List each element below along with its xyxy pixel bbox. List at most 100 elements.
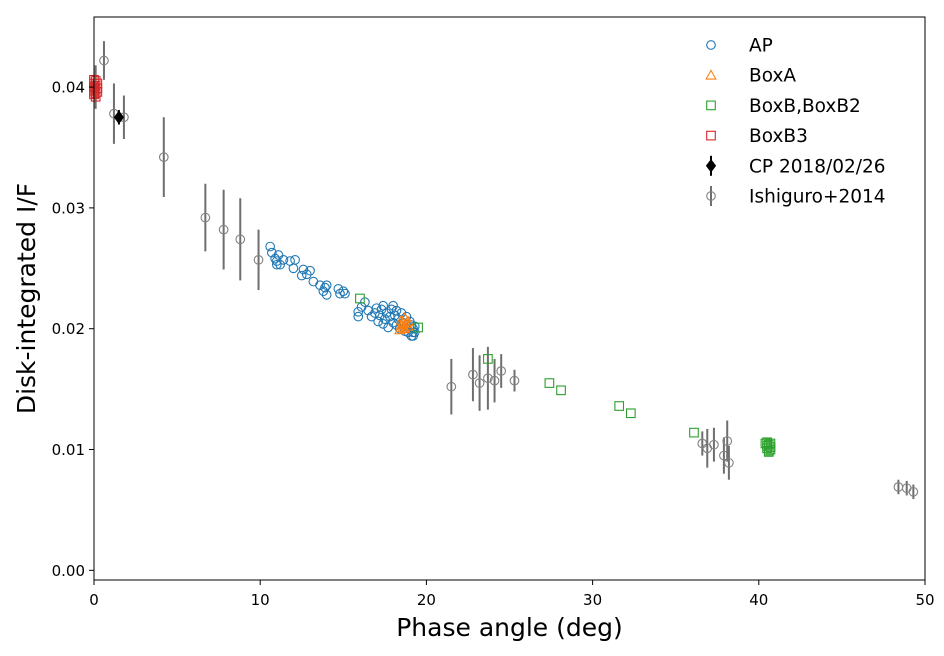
plot-frame [93, 16, 926, 581]
legend-marker [706, 130, 716, 141]
data-point [709, 439, 719, 450]
series-boxb-boxb2 [355, 293, 776, 457]
data-point [353, 306, 364, 317]
data-point [271, 259, 282, 270]
data-point [253, 254, 264, 265]
legend-entry-ishiguro-2014: Ishiguro+2014 [706, 186, 886, 208]
legend-entry-boxb3: BoxB3 [706, 126, 808, 147]
series-boxb3 [89, 74, 103, 102]
legend-marker [706, 40, 716, 50]
data-point [373, 316, 384, 327]
data-point [296, 270, 307, 281]
legend-entry-ap: AP [706, 36, 773, 57]
legend-entry-boxa: BoxA [705, 66, 796, 87]
data-point [278, 254, 289, 265]
data-point [273, 250, 284, 260]
data-point [724, 457, 734, 468]
data-point [402, 315, 414, 326]
legend-label: BoxB,BoxB2 [749, 96, 861, 117]
data-point [333, 283, 344, 294]
legend-marker [706, 100, 716, 111]
data-point [271, 256, 282, 266]
legend-marker [705, 69, 717, 80]
x-tick-label: 10 [251, 591, 270, 609]
data-point [908, 486, 919, 497]
y-tick-label: 0.00 [52, 562, 85, 580]
data-point [315, 280, 325, 291]
data-point [614, 401, 625, 411]
legend-entry-cp-2018-02-26: CP 2018/02/26 [705, 155, 886, 177]
data-point [338, 286, 349, 297]
data-point [765, 438, 776, 449]
data-point [378, 319, 389, 329]
series-boxa [394, 311, 414, 335]
data-point [301, 269, 312, 280]
data-point [360, 297, 370, 307]
data-point [765, 444, 776, 455]
data-point [340, 288, 350, 299]
data-point [389, 310, 400, 321]
legend-label: BoxA [749, 66, 796, 87]
data-point [375, 310, 385, 321]
data-point [468, 369, 478, 380]
data-point [474, 378, 485, 388]
data-point [446, 381, 457, 392]
data-point [92, 87, 103, 97]
data-point [355, 293, 365, 304]
legend-label: CP 2018/02/26 [749, 156, 886, 177]
data-point [483, 373, 493, 384]
data-point [321, 290, 332, 300]
data-point [380, 314, 390, 324]
data-point [113, 110, 125, 125]
data-point [413, 322, 423, 333]
data-point [298, 264, 309, 275]
legend-label: BoxB3 [749, 126, 808, 147]
x-axis-label: Phase angle (deg) [396, 613, 623, 642]
data-point [320, 282, 330, 293]
data-point [544, 378, 555, 388]
legend: AP BoxA BoxB,BoxB2 BoxB3 CP 2018/02/26 Ishigu… [705, 36, 886, 208]
data-point [353, 311, 364, 322]
series-cp-2018-02-26 [113, 110, 125, 125]
data-point [321, 280, 332, 291]
y-axis-label: Disk-integrated I/F [12, 183, 41, 414]
data-point [689, 427, 699, 438]
x-tick-label: 50 [915, 591, 934, 609]
data-point [265, 241, 276, 252]
data-point [158, 152, 169, 162]
x-tick-label: 40 [749, 591, 768, 609]
data-point [489, 375, 500, 386]
data-point [218, 224, 229, 235]
series-ishiguro-2014 [90, 41, 919, 500]
data-point [509, 375, 520, 386]
legend-marker [706, 191, 716, 201]
legend-label: Ishiguro+2014 [749, 187, 886, 208]
data-point [99, 55, 109, 66]
data-point [496, 366, 507, 376]
data-point [335, 288, 345, 299]
axes-layer: 0 10 20 30 40 50 0.00 0.01 0.02 0.03 0.04 Phase ang… [12, 16, 935, 642]
data-point [483, 354, 493, 364]
data-point [305, 265, 315, 276]
legend-marker [705, 158, 717, 173]
data-point [722, 436, 733, 446]
data-point [235, 234, 246, 245]
data-point [762, 437, 772, 448]
x-tick-label: 0 [89, 591, 99, 609]
marks-layer [89, 41, 919, 500]
y-tick-label: 0.02 [52, 320, 85, 338]
data-point [266, 247, 277, 258]
data-point [396, 308, 407, 318]
data-point [625, 408, 636, 419]
legend-entry-boxb-boxb2: BoxB,BoxB2 [706, 96, 861, 117]
y-tick-label: 0.04 [52, 79, 85, 97]
data-point [290, 254, 300, 265]
y-tick-label: 0.03 [52, 199, 85, 217]
x-tick-label: 30 [583, 591, 602, 609]
legend-label: AP [749, 36, 773, 57]
data-point [388, 300, 399, 311]
data-point [556, 385, 566, 396]
